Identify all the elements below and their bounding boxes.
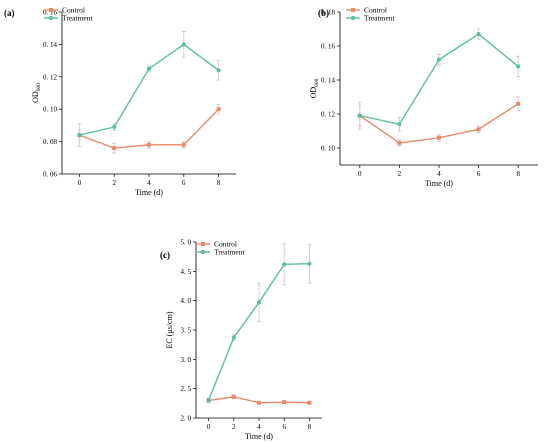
- legend-marker-treatment: [48, 15, 54, 21]
- legend-label-treatment: Treatment: [62, 14, 93, 23]
- y-tick-label: 0. 18: [321, 9, 336, 17]
- data-point-control: [437, 135, 441, 140]
- y-axis-title-main: OD: [31, 91, 40, 103]
- data-point-control: [181, 142, 186, 147]
- legend-label-control: Control: [364, 6, 387, 15]
- data-point-treatment: [181, 42, 186, 47]
- data-point-control: [476, 127, 481, 132]
- data-point-treatment: [307, 261, 312, 266]
- series-line-treatment: [359, 33, 519, 125]
- x-axis-title: Time (d): [245, 432, 273, 441]
- data-point-treatment: [112, 124, 117, 130]
- legend-marker-treatment: [350, 15, 356, 21]
- x-tick-label: 2: [112, 179, 116, 187]
- data-point-treatment: [476, 31, 481, 37]
- y-tick-label: 0. 10: [43, 106, 58, 114]
- x-axis-title: Time (d): [425, 179, 453, 188]
- y-tick-label: 0. 10: [321, 145, 336, 153]
- data-point-control: [112, 146, 117, 151]
- y-tick-label: 3. 5: [181, 327, 192, 335]
- y-axis-title: OD600: [309, 78, 320, 98]
- data-point-treatment: [216, 68, 221, 73]
- y-axis-title-main: EC (μs/cm): [165, 311, 174, 348]
- y-tick-label: 0. 12: [43, 73, 58, 81]
- legend-label-treatment: Treatment: [214, 248, 245, 257]
- y-axis-title-subscript: 600: [36, 83, 42, 92]
- data-point-treatment: [516, 64, 521, 69]
- data-point-treatment: [206, 398, 211, 403]
- data-point-treatment: [77, 133, 82, 138]
- y-tick-label: 2. 0: [181, 415, 192, 423]
- data-point-control: [307, 400, 312, 405]
- data-point-control: [397, 140, 402, 145]
- x-tick-label: 2: [398, 170, 402, 178]
- legend-marker-control: [201, 242, 205, 246]
- y-tick-label: 5. 0: [181, 239, 192, 247]
- data-point-control: [147, 142, 151, 147]
- y-tick-label: 0. 16: [321, 43, 336, 51]
- data-point-control: [231, 394, 236, 399]
- data-point-treatment: [256, 300, 262, 305]
- data-point-treatment: [436, 57, 442, 62]
- panel-label: (a): [4, 8, 15, 18]
- data-point-control: [516, 101, 521, 106]
- legend-label-control: Control: [62, 6, 85, 15]
- y-axis-title: EC (μs/cm): [165, 311, 174, 348]
- data-point-treatment: [282, 262, 287, 267]
- y-tick-label: 0. 14: [321, 77, 336, 85]
- legend-label-control: Control: [214, 240, 237, 249]
- x-tick-label: 2: [232, 423, 236, 431]
- x-tick-label: 0: [207, 423, 211, 431]
- y-tick-label: 0. 12: [321, 111, 336, 119]
- legend-marker-treatment: [200, 249, 206, 255]
- y-tick-label: 0. 08: [43, 138, 58, 146]
- x-axis-title: Time (d): [135, 188, 163, 197]
- x-tick-label: 6: [182, 179, 186, 187]
- x-tick-label: 4: [257, 423, 261, 431]
- chart-panel-2: 2. 0 2. 5 3. 0 3. 5 4. 0 4. 5 5. 0 0 2 4 6 8 Time (d…: [160, 239, 322, 441]
- chart-panel-1: 0. 10 0. 12 0. 14 0. 16 0. 18 0 2 4 6 8 Time (d) OD…: [309, 6, 538, 188]
- y-tick-label: 0. 06: [43, 171, 58, 179]
- x-tick-label: 4: [437, 170, 441, 178]
- legend-marker-control: [49, 8, 53, 12]
- y-axis-title-subscript: 600: [314, 78, 320, 87]
- series-line-treatment: [79, 43, 220, 136]
- x-tick-label: 0: [358, 170, 362, 178]
- data-point-treatment: [397, 122, 402, 127]
- data-point-treatment: [231, 335, 236, 340]
- y-tick-label: 4. 0: [181, 297, 192, 305]
- legend-label-treatment: Treatment: [364, 14, 395, 23]
- y-tick-label: 2. 5: [181, 385, 192, 393]
- legend-marker-control: [351, 8, 355, 12]
- y-axis-title: OD600: [31, 83, 42, 103]
- data-point-treatment: [357, 113, 362, 118]
- chart-panel-0: 0. 06 0. 08 0. 10 0. 12 0. 14 0. 16 0 2 4 6 8 Time …: [4, 6, 236, 197]
- x-tick-label: 6: [477, 170, 481, 178]
- x-tick-label: 8: [308, 423, 312, 431]
- data-point-control: [282, 400, 287, 405]
- x-tick-label: 4: [147, 179, 151, 187]
- y-tick-label: 4. 5: [181, 268, 192, 276]
- x-tick-label: 0: [78, 179, 82, 187]
- data-point-control: [257, 400, 261, 405]
- y-tick-label: 0. 14: [43, 41, 58, 49]
- x-tick-label: 8: [217, 179, 221, 187]
- x-tick-label: 8: [516, 170, 520, 178]
- y-axis-title-main: OD: [309, 87, 318, 99]
- data-point-control: [216, 107, 221, 112]
- y-tick-label: 0. 16: [43, 9, 58, 17]
- data-point-treatment: [146, 66, 152, 71]
- x-tick-label: 6: [282, 423, 286, 431]
- y-tick-label: 3. 0: [181, 356, 192, 364]
- panel-label: (c): [160, 250, 170, 260]
- panel-label: (b): [318, 8, 329, 18]
